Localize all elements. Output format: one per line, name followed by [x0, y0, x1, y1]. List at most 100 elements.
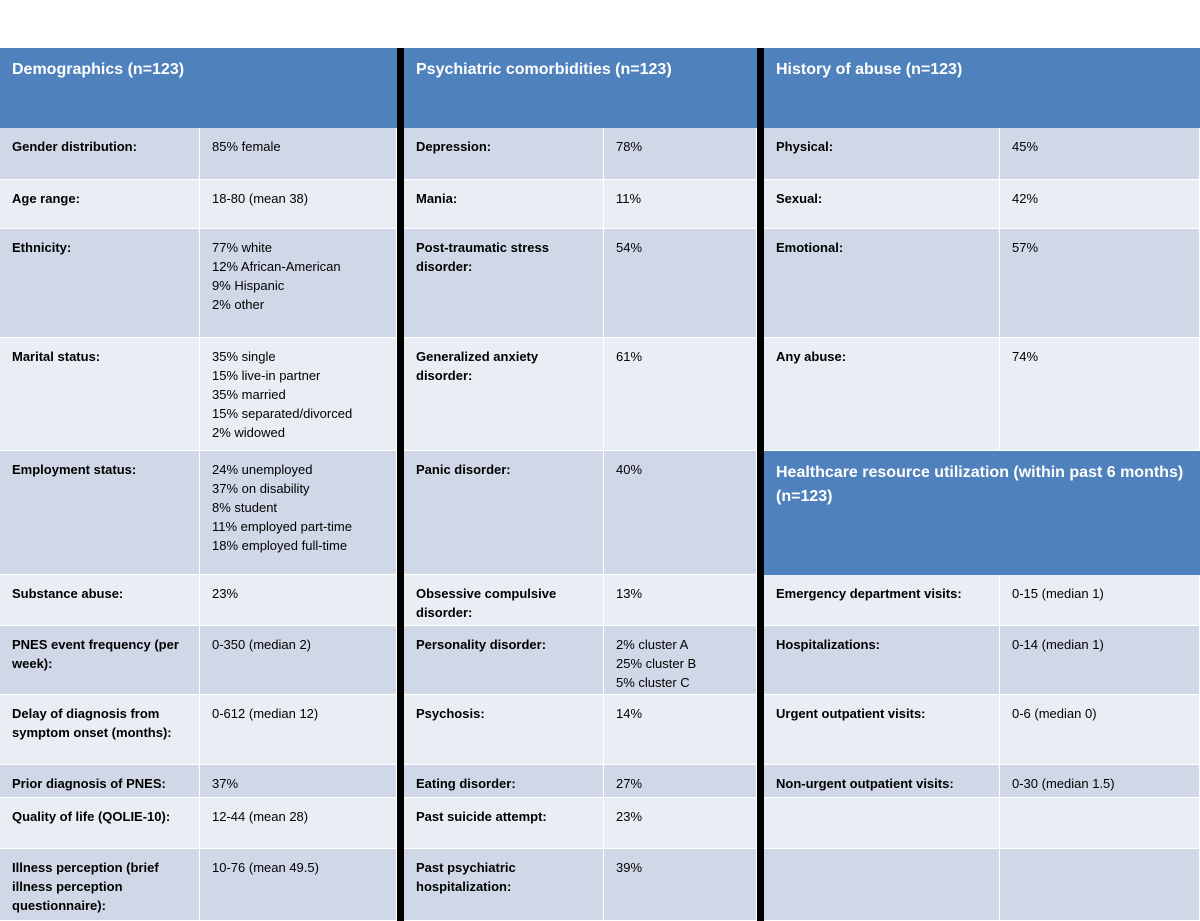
row-label: PNES event frequency (per week):	[0, 626, 200, 695]
row-label: Obsessive compulsive disorder:	[404, 575, 604, 626]
value-line: 0-30 (median 1.5)	[1012, 776, 1115, 791]
row-value: 11%	[604, 180, 757, 229]
row-label: Hospitalizations:	[764, 626, 1000, 695]
empty-cell	[1000, 849, 1200, 921]
row-label: Substance abuse:	[0, 575, 200, 626]
row-value: 18-80 (mean 38)	[200, 180, 397, 229]
row-label: Illness perception (brief illness percep…	[0, 849, 200, 921]
row-label: Past suicide attempt:	[404, 798, 604, 849]
value-line: 42%	[1012, 191, 1039, 206]
row-value: 77% white 12% African-American 9% Hispanic…	[200, 229, 397, 338]
row-label: Prior diagnosis of PNES:	[0, 765, 200, 798]
row-label: Mania:	[404, 180, 604, 229]
row-label: Urgent outpatient visits:	[764, 695, 1000, 765]
column-divider	[397, 48, 404, 921]
value-line: 74%	[1012, 349, 1039, 364]
row-value: 24% unemployed 37% on disability 8% studen…	[200, 451, 397, 575]
value-line: 37% on disability	[212, 481, 310, 496]
section-header: History of abuse (n=123)	[764, 48, 1200, 128]
row-label: Any abuse:	[764, 338, 1000, 451]
value-line: 78%	[616, 139, 643, 154]
row-value: 54%	[604, 229, 757, 338]
value-line: 77% white	[212, 240, 272, 255]
section-header: Healthcare resource utilization (within …	[764, 451, 1200, 575]
column-divider	[757, 48, 764, 921]
empty-cell	[1000, 798, 1200, 849]
value-line: 14%	[616, 706, 643, 721]
value-line: 18-80 (mean 38)	[212, 191, 309, 206]
row-label: Age range:	[0, 180, 200, 229]
value-line: 12% African-American	[212, 259, 341, 274]
value-line: 2% other	[212, 297, 265, 312]
value-line: 12-44 (mean 28)	[212, 809, 309, 824]
value-line: 0-612 (median 12)	[212, 706, 319, 721]
row-value: 85% female	[200, 128, 397, 180]
value-line: 15% separated/divorced	[212, 406, 353, 421]
value-line: 11% employed part-time	[212, 519, 352, 534]
section-header: Demographics (n=123)	[0, 48, 397, 128]
row-value: 0-14 (median 1)	[1000, 626, 1200, 695]
row-label: Emergency department visits:	[764, 575, 1000, 626]
row-value: 37%	[200, 765, 397, 798]
row-label: Non-urgent outpatient visits:	[764, 765, 1000, 798]
value-line: 61%	[616, 349, 643, 364]
value-line: 11%	[616, 191, 642, 206]
row-value: 61%	[604, 338, 757, 451]
row-value: 74%	[1000, 338, 1200, 451]
row-value: 23%	[604, 798, 757, 849]
row-value: 78%	[604, 128, 757, 180]
row-label: Sexual:	[764, 180, 1000, 229]
value-line: 25% cluster B	[616, 656, 697, 671]
value-line: 0-15 (median 1)	[1012, 586, 1104, 601]
row-value: 0-612 (median 12)	[200, 695, 397, 765]
row-label: Quality of life (QOLIE-10):	[0, 798, 200, 849]
value-line: 57%	[1012, 240, 1039, 255]
row-label: Eating disorder:	[404, 765, 604, 798]
value-line: 45%	[1012, 139, 1039, 154]
row-value: 0-6 (median 0)	[1000, 695, 1200, 765]
value-line: 15% live-in partner	[212, 368, 321, 383]
row-value: 0-30 (median 1.5)	[1000, 765, 1200, 798]
row-value: 23%	[200, 575, 397, 626]
value-line: 0-14 (median 1)	[1012, 637, 1104, 652]
value-line: 37%	[212, 776, 239, 791]
row-label: Post-traumatic stress disorder:	[404, 229, 604, 338]
empty-cell	[764, 798, 1000, 849]
value-line: 5% cluster C	[616, 675, 690, 690]
row-label: Generalized anxiety disorder:	[404, 338, 604, 451]
row-value: 40%	[604, 451, 757, 575]
row-label: Ethnicity:	[0, 229, 200, 338]
row-value: 13%	[604, 575, 757, 626]
value-line: 2% widowed	[212, 425, 285, 440]
row-value: 42%	[1000, 180, 1200, 229]
value-line: 27%	[616, 776, 643, 791]
row-label: Physical:	[764, 128, 1000, 180]
value-line: 2% cluster A	[616, 637, 689, 652]
row-label: Gender distribution:	[0, 128, 200, 180]
row-label: Psychosis:	[404, 695, 604, 765]
value-line: 40%	[616, 462, 643, 477]
value-line: 13%	[616, 586, 643, 601]
value-line: 24% unemployed	[212, 462, 313, 477]
value-line: 23%	[212, 586, 239, 601]
value-line: 0-6 (median 0)	[1012, 706, 1097, 721]
row-value: 14%	[604, 695, 757, 765]
row-value: 35% single 15% live-in partner 35% married…	[200, 338, 397, 451]
value-line: 8% student	[212, 500, 278, 515]
value-line: 39%	[616, 860, 643, 875]
row-label: Past psychiatric hospitalization:	[404, 849, 604, 921]
value-line: 9% Hispanic	[212, 278, 285, 293]
section-header: Psychiatric comorbidities (n=123)	[404, 48, 757, 128]
value-line: 10-76 (mean 49.5)	[212, 860, 319, 875]
row-label: Depression:	[404, 128, 604, 180]
value-line: 85% female	[212, 139, 281, 154]
row-label: Panic disorder:	[404, 451, 604, 575]
row-label: Marital status:	[0, 338, 200, 451]
value-line: 18% employed full-time	[212, 538, 348, 553]
row-label: Delay of diagnosis from symptom onset (m…	[0, 695, 200, 765]
row-value: 45%	[1000, 128, 1200, 180]
value-line: 54%	[616, 240, 643, 255]
row-value: 39%	[604, 849, 757, 921]
row-value: 27%	[604, 765, 757, 798]
